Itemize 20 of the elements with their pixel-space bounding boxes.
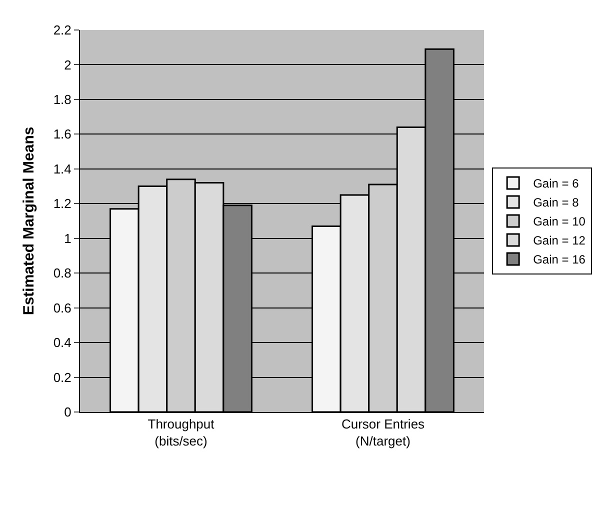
y-tick-label: 0.2 [53,370,72,385]
legend-label: Gain = 6 [533,176,580,191]
y-axis-title: Estimated Marginal Means [20,126,38,316]
legend-label: Gain = 10 [533,214,586,229]
y-tick-label: 2 [64,57,72,72]
x-tick-label: Throughput (bits/sec) [148,416,215,448]
legend-label: Gain = 8 [533,196,580,210]
legend-label: Gain = 12 [533,234,586,248]
y-tick-label: 1 [64,230,72,246]
y-tick-label: 0 [64,404,72,420]
y-tick-label: 1.8 [53,92,72,107]
y-tick-label: 1.2 [53,196,72,212]
y-tick-label: 2.2 [53,22,72,38]
y-tick-label: 0.6 [53,300,72,316]
y-tick-label: 0.8 [53,266,72,281]
y-tick-label: 0.4 [53,335,72,350]
y-tick-label: 1.4 [53,161,72,176]
legend-label: Gain = 16 [533,252,586,267]
x-tick-label: Cursor Entries (N/target) [341,416,426,448]
y-tick-label: 1.6 [53,126,72,142]
